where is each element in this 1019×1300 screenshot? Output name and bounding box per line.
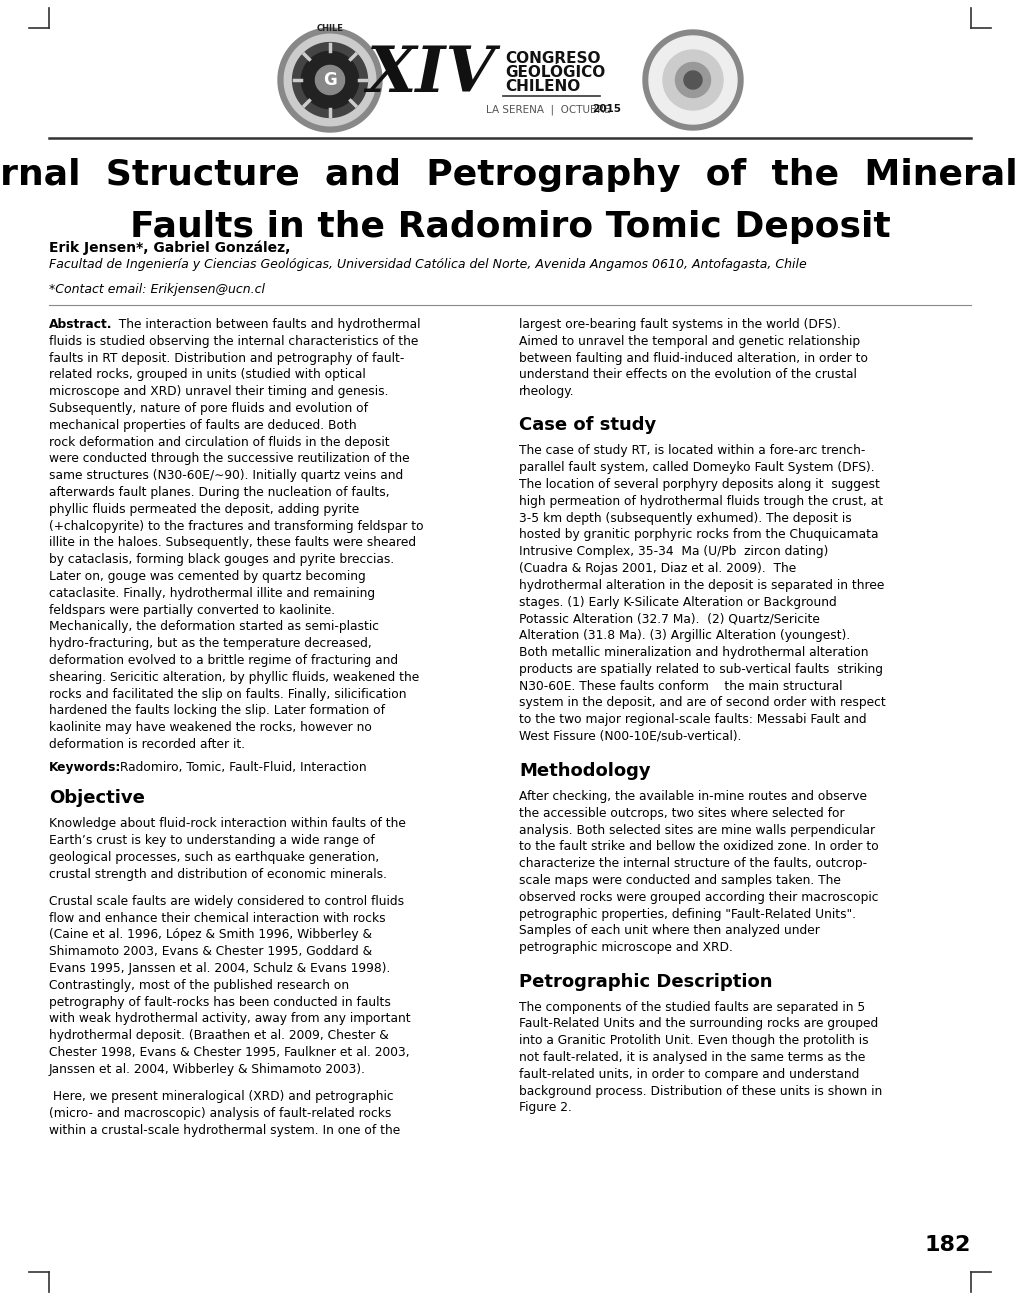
Polygon shape xyxy=(675,62,710,98)
Text: Objective: Objective xyxy=(49,789,145,807)
Text: fluids is studied observing the internal characteristics of the
faults in RT dep: fluids is studied observing the internal… xyxy=(49,335,423,751)
Text: The interaction between faults and hydrothermal: The interaction between faults and hydro… xyxy=(111,318,420,332)
Text: Methodology: Methodology xyxy=(519,762,650,780)
Polygon shape xyxy=(662,49,722,110)
Text: CHILENO: CHILENO xyxy=(504,78,580,94)
Text: Radomiro, Tomic, Fault-Fluid, Interaction: Radomiro, Tomic, Fault-Fluid, Interactio… xyxy=(116,760,366,774)
Text: Faults in the Radomiro Tomic Deposit: Faults in the Radomiro Tomic Deposit xyxy=(129,211,890,244)
Text: largest ore-bearing fault systems in the world (DFS).
Aimed to unravel the tempo: largest ore-bearing fault systems in the… xyxy=(519,318,867,398)
Polygon shape xyxy=(315,65,344,95)
Text: GEOLÓGICO: GEOLÓGICO xyxy=(504,65,604,79)
Text: Crustal scale faults are widely considered to control fluids
flow and enhance th: Crustal scale faults are widely consider… xyxy=(49,894,411,1076)
Polygon shape xyxy=(284,34,375,126)
Polygon shape xyxy=(278,29,382,133)
Text: CONGRESO: CONGRESO xyxy=(504,51,600,65)
Text: Knowledge about fluid-rock interaction within faults of the
Earth’s crust is key: Knowledge about fluid-rock interaction w… xyxy=(49,818,406,881)
Text: The components of the studied faults are separated in 5
Fault-Related Units and : The components of the studied faults are… xyxy=(519,1001,881,1114)
Polygon shape xyxy=(301,52,359,109)
Text: CHILE: CHILE xyxy=(316,23,343,32)
Text: Abstract.: Abstract. xyxy=(49,318,112,332)
Text: Keywords:: Keywords: xyxy=(49,760,121,774)
Text: Internal  Structure  and  Petrography  of  the  Mineralized: Internal Structure and Petrography of th… xyxy=(0,159,1019,192)
Text: *Contact email: Erikjensen@ucn.cl: *Contact email: Erikjensen@ucn.cl xyxy=(49,283,265,296)
Text: G: G xyxy=(323,72,336,88)
Polygon shape xyxy=(648,36,737,124)
Polygon shape xyxy=(292,43,367,117)
Text: Petrographic Description: Petrographic Description xyxy=(519,972,771,991)
Text: 2015: 2015 xyxy=(591,104,621,114)
Text: Facultad de Ingeniería y Ciencias Geológicas, Universidad Católica del Norte, Av: Facultad de Ingeniería y Ciencias Geológ… xyxy=(49,257,806,270)
Text: 182: 182 xyxy=(923,1235,970,1254)
Text: Case of study: Case of study xyxy=(519,416,655,434)
Text: LA SERENA  |  OCTUBRE: LA SERENA | OCTUBRE xyxy=(485,104,613,114)
Text: Here, we present mineralogical (XRD) and petrographic
(micro- and macroscopic) a: Here, we present mineralogical (XRD) and… xyxy=(49,1091,399,1138)
Text: The case of study RT, is located within a fore-arc trench-
parallel fault system: The case of study RT, is located within … xyxy=(519,445,884,742)
Text: After checking, the available in-mine routes and observe
the accessible outcrops: After checking, the available in-mine ro… xyxy=(519,790,878,954)
Polygon shape xyxy=(684,72,701,88)
Text: XIV: XIV xyxy=(366,44,494,105)
Text: Erik Jensen*, Gabriel González,: Erik Jensen*, Gabriel González, xyxy=(49,240,290,255)
Polygon shape xyxy=(642,30,742,130)
